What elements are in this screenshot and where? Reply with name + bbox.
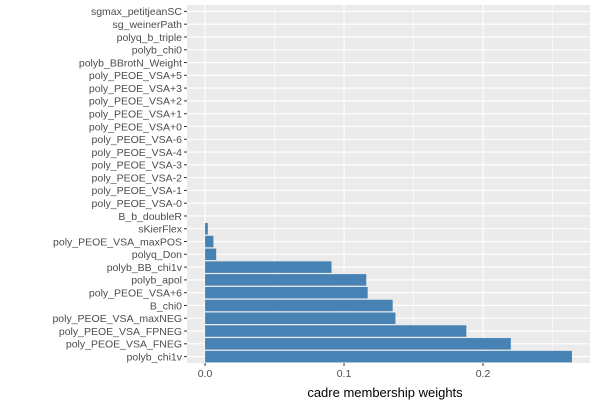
y-tick-label: poly_PEOE_VSA_maxPOS (53, 236, 182, 248)
bar (205, 222, 208, 235)
bars (205, 222, 572, 363)
y-tick-label: polyb_apol (131, 275, 182, 287)
bar (205, 325, 467, 337)
y-tick-label: polyq_b_triple (117, 32, 183, 44)
grid-lines (187, 5, 590, 363)
y-tick-label: polyb_chi0 (132, 45, 182, 57)
y-tick-label: polyb_chi1v (127, 351, 183, 363)
y-tick-label: poly_PEOE_VSA_FPNEG (59, 326, 182, 338)
y-tick-label: poly_PEOE_VSA+5 (89, 70, 182, 82)
bar (205, 248, 217, 261)
y-tick-label: sg_weinerPath (113, 19, 183, 31)
bar (205, 274, 367, 286)
y-tick-label: polyq_Don (132, 249, 182, 261)
y-tick-label: poly_PEOE_VSA-3 (92, 160, 183, 172)
y-tick-label: B_b_doubleR (118, 211, 182, 223)
x-tick-labels: 0.0 0.1 0.2 (198, 363, 491, 380)
bar (205, 299, 393, 312)
y-tick-labels: sgmax_petitjeanSCsg_weinerPathpolyq_b_tr… (52, 6, 187, 363)
y-tick-label: sKierFlex (138, 224, 183, 236)
y-tick-label: poly_PEOE_VSA-6 (92, 134, 183, 146)
y-tick-label: poly_PEOE_VSA-4 (92, 147, 183, 159)
bar (205, 312, 396, 325)
bar (205, 286, 368, 299)
bar (205, 338, 511, 350)
y-tick-label: poly_PEOE_VSA+1 (89, 108, 182, 120)
bar (205, 350, 572, 363)
y-tick-label: B_chi0 (150, 300, 182, 312)
bar (205, 261, 332, 273)
x-tick-label: 0.2 (476, 368, 491, 380)
y-tick-label: polyb_BB_chi1v (107, 262, 183, 274)
y-tick-label: poly_PEOE_VSA_maxNEG (52, 313, 182, 325)
y-tick-label: poly_PEOE_VSA_FNEG (66, 339, 182, 351)
y-tick-label: poly_PEOE_VSA-2 (92, 172, 183, 184)
y-tick-label: poly_PEOE_VSA-0 (92, 198, 183, 210)
y-tick-label: poly_PEOE_VSA+2 (89, 96, 182, 108)
y-tick-label: poly_PEOE_VSA+0 (89, 121, 182, 133)
y-tick-label: polyb_BBrotN_Weight (79, 57, 182, 69)
y-tick-label: poly_PEOE_VSA+3 (89, 83, 182, 95)
y-tick-label: poly_PEOE_VSA+6 (89, 287, 182, 299)
x-tick-label: 0.1 (337, 368, 352, 380)
y-tick-label: sgmax_petitjeanSC (91, 6, 182, 18)
x-axis-title: cadre membership weights (307, 385, 463, 400)
bar (205, 235, 214, 248)
x-tick-label: 0.0 (198, 368, 213, 380)
y-tick-label: poly_PEOE_VSA-1 (92, 185, 183, 197)
